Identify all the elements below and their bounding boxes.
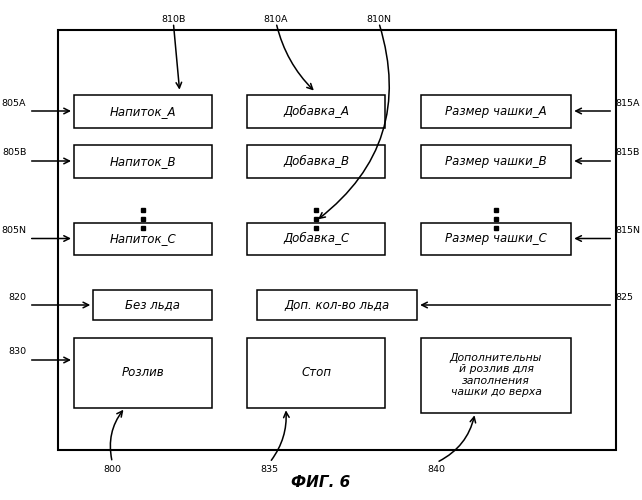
Bar <box>247 222 385 255</box>
Bar <box>421 145 571 178</box>
Text: 810B: 810B <box>161 16 186 24</box>
Text: 805A: 805A <box>2 98 26 108</box>
Text: ФИГ. 6: ФИГ. 6 <box>291 475 351 490</box>
Text: Напиток_А: Напиток_А <box>110 105 176 118</box>
Text: Добавка_С: Добавка_С <box>283 232 349 245</box>
Text: Добавка_А: Добавка_А <box>283 104 349 118</box>
Bar <box>74 145 212 178</box>
Bar <box>74 338 212 407</box>
Bar <box>93 290 212 320</box>
Text: 840: 840 <box>428 465 446 474</box>
Text: 825: 825 <box>616 292 634 302</box>
Text: 815A: 815A <box>616 98 640 108</box>
Text: Напиток_С: Напиток_С <box>110 232 176 245</box>
Text: Размер чашки_А: Размер чашки_А <box>445 105 547 118</box>
Text: 830: 830 <box>8 348 26 356</box>
Text: 835: 835 <box>261 465 279 474</box>
Text: 820: 820 <box>8 292 26 302</box>
Text: Дополнительны
й розлив для
заполнения
чашки до верха: Дополнительны й розлив для заполнения ча… <box>450 352 542 398</box>
Text: Без льда: Без льда <box>125 298 180 312</box>
Bar <box>247 338 385 407</box>
Bar <box>257 290 417 320</box>
Text: Стоп: Стоп <box>301 366 331 379</box>
Text: 805N: 805N <box>1 226 26 235</box>
Text: Добавка_B: Добавка_B <box>283 154 349 168</box>
Text: Доп. кол-во льда: Доп. кол-во льда <box>284 298 390 312</box>
Bar <box>421 95 571 128</box>
Bar <box>421 222 571 255</box>
Text: 815B: 815B <box>616 148 640 158</box>
Text: 810N: 810N <box>367 16 391 24</box>
Text: 805B: 805B <box>2 148 26 158</box>
Text: Напиток_B: Напиток_B <box>110 155 176 168</box>
Text: Размер чашки_B: Размер чашки_B <box>445 155 547 168</box>
Bar <box>58 30 616 450</box>
Text: 800: 800 <box>103 465 121 474</box>
Bar <box>74 95 212 128</box>
Bar <box>421 338 571 412</box>
Bar <box>74 222 212 255</box>
Text: Розлив: Розлив <box>121 366 164 379</box>
Text: Размер чашки_С: Размер чашки_С <box>445 232 547 245</box>
Bar <box>247 145 385 178</box>
Text: 815N: 815N <box>616 226 641 235</box>
Bar <box>247 95 385 128</box>
Text: 810A: 810A <box>264 16 288 24</box>
